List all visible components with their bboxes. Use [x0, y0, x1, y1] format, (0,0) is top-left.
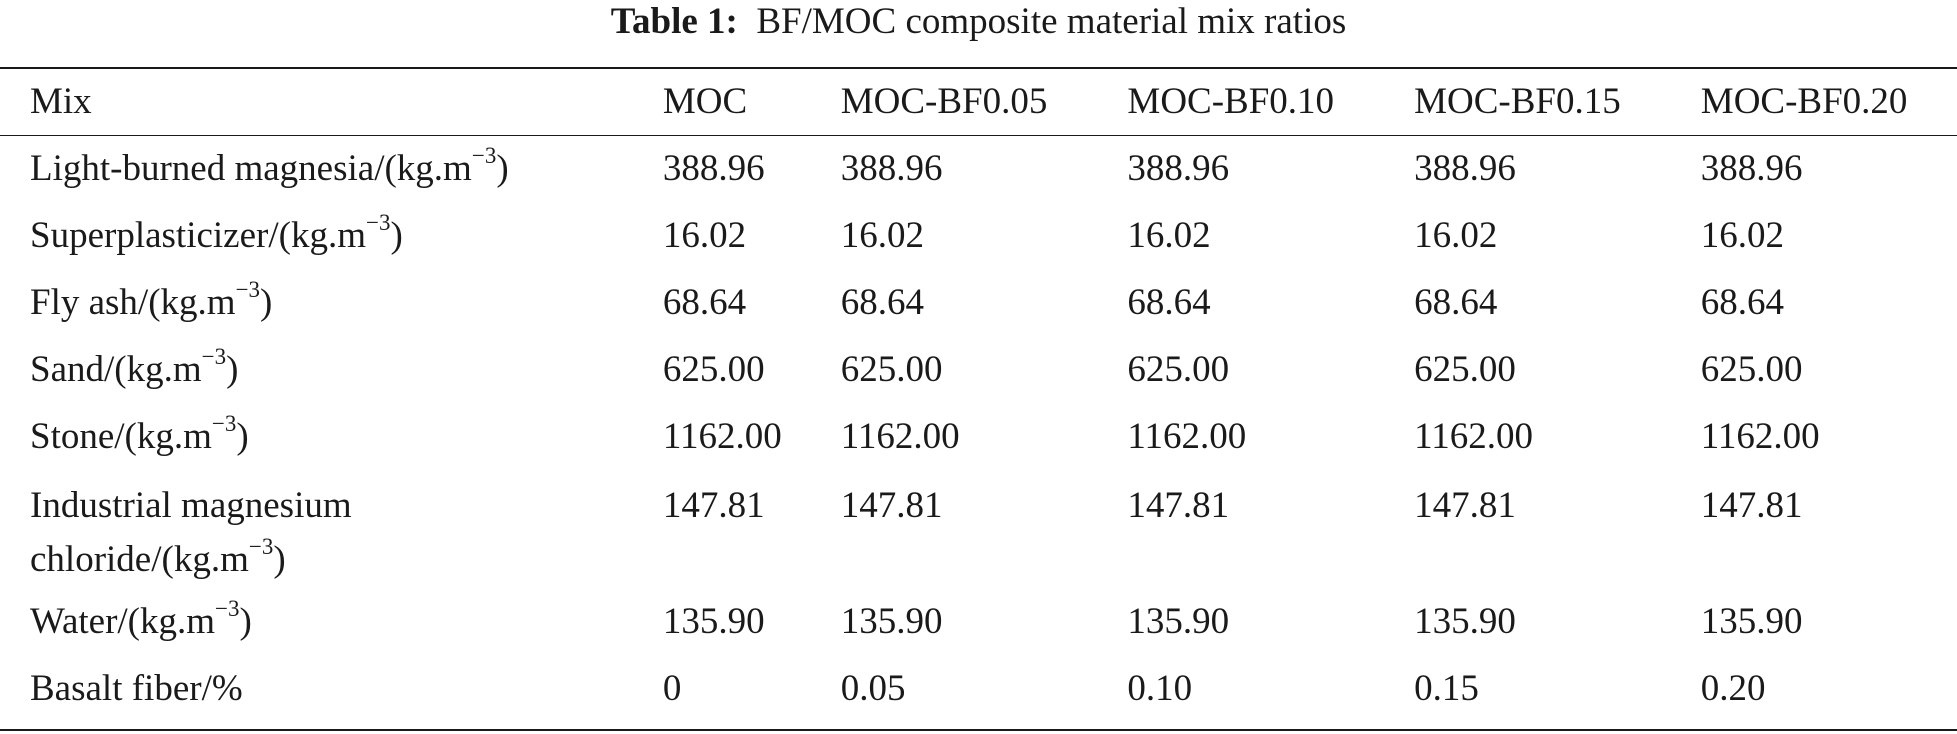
column-header: MOC-BF0.20	[1700, 81, 1908, 122]
column-header: MOC	[662, 81, 748, 122]
table-row: Light-burned magnesia/(kg.m−3) 388.96 38…	[0, 135, 1957, 202]
table-cell: 135.90	[1700, 601, 1803, 642]
table-cell: 0.15	[1414, 668, 1479, 709]
table-cell: 388.96	[1414, 148, 1516, 189]
table-cell: 625.00	[1414, 349, 1516, 390]
row-label: Light-burned magnesia/(kg.m−3)	[30, 142, 509, 189]
table-cell: 388.96	[840, 148, 943, 189]
column-header: MOC-BF0.15	[1414, 81, 1621, 122]
table-cell: 625.00	[662, 349, 765, 390]
table-cell: 16.02	[840, 215, 924, 256]
table-cell: 0	[662, 668, 682, 709]
table-row: Superplasticizer/(kg.m−3) 16.02 16.02 16…	[0, 202, 1957, 269]
table-cell: 135.90	[1127, 601, 1230, 642]
row-label: Fly ash/(kg.m−3)	[30, 276, 273, 323]
table-cell: 0.10	[1127, 668, 1193, 709]
table-cell: 135.90	[1414, 601, 1516, 642]
top-rule	[0, 67, 1957, 69]
table-cell: 1162.00	[840, 416, 960, 457]
column-header: Mix	[30, 81, 92, 122]
table-cell: 68.64	[1127, 282, 1211, 323]
table-cell: 68.64	[1414, 282, 1498, 323]
table-cell: 147.81	[662, 485, 765, 526]
table-cell: 1162.00	[1700, 416, 1820, 457]
header-row: Mix MOC MOC-BF0.05 MOC-BF0.10 MOC-BF0.15…	[0, 69, 1957, 135]
table-cell: 16.02	[1414, 215, 1498, 256]
table-row: Water/(kg.m−3) 135.90 135.90 135.90 135.…	[0, 588, 1957, 655]
caption-label: Table 1:	[610, 1, 738, 42]
header-rule	[0, 135, 1957, 136]
bottom-rule	[0, 729, 1957, 731]
mix-ratio-table: Mix MOC MOC-BF0.05 MOC-BF0.10 MOC-BF0.15…	[0, 69, 1957, 714]
table-cell: 147.81	[1127, 485, 1230, 526]
column-header: MOC-BF0.05	[840, 81, 1048, 122]
table-cell: 68.64	[1700, 282, 1785, 323]
table-cell: 68.64	[840, 282, 924, 323]
row-label: Industrial magnesium chloride/(kg.m−3)	[30, 485, 352, 580]
table-cell: 16.02	[1700, 215, 1785, 256]
table-cell: 147.81	[840, 485, 943, 526]
table-row: Industrial magnesium chloride/(kg.m−3) 14…	[0, 470, 1957, 588]
table-cell: 1162.00	[662, 416, 782, 457]
row-label: Superplasticizer/(kg.m−3)	[30, 209, 403, 256]
table-cell: 135.90	[662, 601, 765, 642]
row-label: Water/(kg.m−3)	[30, 595, 252, 642]
table-row: Stone/(kg.m−3) 1162.00 1162.00 1162.00 1…	[0, 403, 1957, 470]
table-cell: 147.81	[1414, 485, 1516, 526]
table-row: Fly ash/(kg.m−3) 68.64 68.64 68.64 68.64…	[0, 269, 1957, 336]
table-cell: 388.96	[1700, 148, 1803, 189]
table-cell: 1162.00	[1414, 416, 1533, 457]
table-cell: 1162.00	[1127, 416, 1247, 457]
table-cell: 68.64	[662, 282, 747, 323]
row-label: Stone/(kg.m−3)	[30, 410, 249, 457]
table-cell: 388.96	[662, 148, 765, 189]
table-row: Basalt fiber/% 0 0.05 0.10 0.15 0.20	[0, 655, 1957, 714]
table-cell: 0.20	[1700, 668, 1766, 709]
row-label: Basalt fiber/%	[30, 668, 243, 709]
table-cell: 0.05	[840, 668, 906, 709]
table-cell: 388.96	[1127, 148, 1230, 189]
table-cell: 16.02	[662, 215, 747, 256]
table-cell: 135.90	[840, 601, 943, 642]
table-row: Sand/(kg.m−3) 625.00 625.00 625.00 625.0…	[0, 336, 1957, 403]
row-label: Sand/(kg.m−3)	[30, 343, 239, 390]
table-cell: 16.02	[1127, 215, 1211, 256]
table-caption: Table 1: BF/MOC composite material mix r…	[0, 0, 1957, 52]
caption-text: BF/MOC composite material mix ratios	[756, 1, 1347, 42]
table-cell: 625.00	[840, 349, 943, 390]
table-cell: 147.81	[1700, 485, 1803, 526]
table-cell: 625.00	[1700, 349, 1803, 390]
column-header: MOC-BF0.10	[1127, 81, 1335, 122]
table-cell: 625.00	[1127, 349, 1230, 390]
